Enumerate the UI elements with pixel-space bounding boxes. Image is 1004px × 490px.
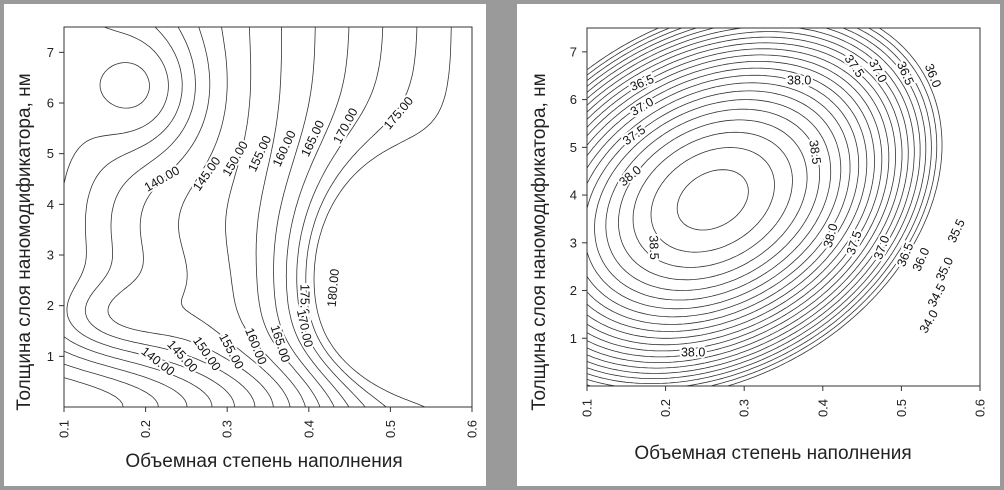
contour-label: 155.00 [245,133,274,174]
contour-line [650,147,775,253]
contour-label: 175.00 [381,94,416,132]
contour-line [676,169,749,231]
contour-line [586,27,932,387]
y-tick-label: 2 [47,298,54,313]
contour-label: 38.0 [681,346,705,360]
contour-line [586,36,903,363]
y-tick-label: 1 [570,331,577,346]
contour-line [586,90,842,310]
contour-line [586,42,896,358]
contour-line [586,27,938,387]
chart-panel-left: 140.00 145.00 150.00 155.00 160.00 165.00 170.… [4,4,486,486]
contour-label: 37.0 [866,57,890,85]
y-tick-label: 1 [47,349,54,364]
contour-line [305,26,418,408]
contour-line [618,119,808,281]
contour-line [586,82,851,318]
contour-line [107,26,274,408]
y-tick-label: 3 [570,235,577,250]
contour-line [586,54,883,346]
contour-line [225,26,306,408]
contour-label: 35.0 [933,255,956,283]
contour-line [586,61,875,339]
x-tick-label: 0.4 [301,420,316,438]
contour-line [63,363,159,408]
contour-line [66,26,235,408]
contour-label: 34.0 [917,307,941,335]
contour-label: 34.5 [925,281,949,309]
contour-label: 180.00 [325,268,342,307]
contour-label: 140.00 [142,163,182,194]
contour-label: 38.0 [616,163,644,189]
x-tick-label: 0.5 [894,399,909,417]
contour-label: 175.00 [298,284,312,322]
contour-line [273,27,335,408]
y-tick-label: 3 [47,248,54,263]
x-axis-label: Объемная степень наполнения [125,451,402,472]
y-tick-label: 7 [570,44,577,59]
contour-line [586,27,943,387]
contour-label: 38.0 [787,74,811,88]
contour-line [586,48,890,352]
x-tick-label: 0.6 [465,420,480,438]
y-tick-label: 4 [570,188,577,203]
y-tick-label: 4 [47,197,54,212]
contour-label: 35.5 [945,217,968,245]
contour-line [84,26,256,408]
contour-line [586,31,909,369]
axis-ticks: 0.1 0.2 0.3 0.4 0.5 0.6 1 2 3 4 5 6 7 [47,45,480,438]
x-tick-label: 0.6 [973,399,988,417]
plot-frame [63,26,473,408]
contour-line [586,74,860,325]
x-tick-label: 0.1 [57,420,72,438]
contour-line [63,62,188,408]
contour-chart-right: 36.537.037.538.038.037.537.0 36.5 36.038.5… [529,27,988,464]
contour-line [63,26,213,408]
contour-line [632,131,793,268]
contour-line [605,108,820,291]
contour-label: 145.00 [190,154,223,193]
y-tick-label: 7 [47,45,54,60]
x-tick-label: 0.3 [220,420,235,438]
y-axis-label: Толщина слоя наномодификатора, нм [529,73,550,410]
y-axis-label: Толщина слоя наномодификатора, нм [14,73,35,410]
contour-line [586,27,927,384]
x-tick-label: 0.2 [138,420,153,438]
y-tick-label: 6 [570,92,577,107]
contour-line [63,377,124,408]
contour-line [296,26,384,408]
x-tick-label: 0.2 [658,399,673,417]
contour-label: 37.5 [842,52,867,80]
chart-panel-right: 36.5 37.0 37.5 38.0 38.0 37.5 37.0 36.5 36.0 38.5… [517,4,1000,486]
x-tick-label: 0.1 [580,399,595,417]
contour-label: 38.5 [646,235,661,260]
contour-line [285,26,350,408]
y-tick-label: 5 [570,140,577,155]
contour-line [594,99,832,301]
contour-line [586,67,868,332]
contour-line [178,26,291,408]
x-tick-label: 0.4 [815,399,830,417]
x-axis-label: Объемная степень наполнения [634,443,911,464]
y-tick-label: 2 [570,283,577,298]
x-tick-label: 0.5 [383,420,398,438]
y-tick-label: 5 [47,146,54,161]
y-tick-label: 6 [47,96,54,111]
axis-ticks: 0.1 0.2 0.3 0.4 0.5 0.6 1 2 3 4 5 6 7 [570,44,988,417]
contour-label: 36.5 [894,59,917,87]
contour-line [586,27,915,374]
contour-label: 160.00 [270,128,299,169]
contour-label: 38.5 [806,139,823,165]
plot-frame [586,27,981,387]
contour-lines [63,26,452,408]
contour-label: 160.00 [242,326,269,367]
contour-label: 150.00 [220,139,251,179]
x-tick-label: 0.3 [737,399,752,417]
contour-line [313,27,452,408]
contour-line [255,27,321,408]
contour-lines [586,27,943,387]
contour-label: 37.5 [620,123,648,148]
